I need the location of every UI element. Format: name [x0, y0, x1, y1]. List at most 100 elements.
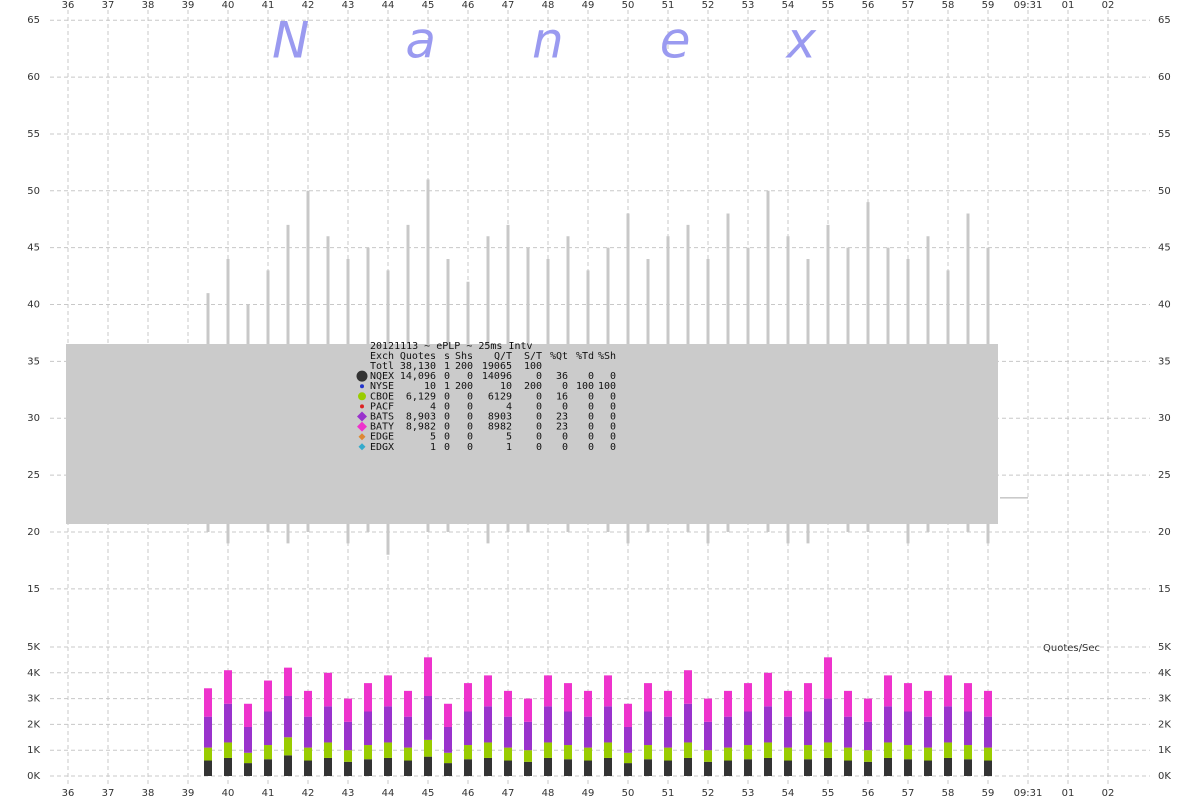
bar-segment [424, 696, 432, 740]
legend-cell: 0 [610, 401, 616, 412]
bar-segment [444, 703, 452, 727]
y-tick-label: 45 [27, 243, 40, 254]
bar-segment [524, 761, 532, 776]
bar-segment [364, 745, 372, 760]
bar-segment [844, 760, 852, 776]
watermark: Nanex [272, 12, 912, 70]
legend-cell: BATS [370, 412, 394, 423]
bar-segment [924, 747, 932, 761]
y-tick-label: 1K [27, 745, 40, 756]
bar-segment [224, 742, 232, 758]
legend-cell: 0 [536, 442, 542, 453]
y-tick-label-right: 50 [1158, 186, 1171, 197]
bar-segment [984, 690, 992, 717]
bar-segment [884, 675, 892, 707]
x-tick-label: 43 [342, 788, 355, 799]
legend-cell: 100 [598, 381, 616, 392]
bar-segment [824, 757, 832, 776]
bar-segment [284, 667, 292, 697]
y-tick-label: 3K [27, 694, 40, 705]
bar-segment [664, 716, 672, 748]
bar-segment [204, 747, 212, 761]
bar-segment [324, 706, 332, 743]
legend-cell: 0 [610, 432, 616, 443]
bar-segment [224, 670, 232, 704]
x-tick-label: 54 [782, 0, 795, 11]
bar-segment [644, 683, 652, 712]
legend-cell: 100 [524, 361, 542, 372]
bar-segment [704, 698, 712, 722]
legend-cell: 0 [588, 401, 594, 412]
legend-cell: 0 [610, 412, 616, 423]
legend-column-header: %Qt [550, 351, 568, 362]
bar-segment [844, 690, 852, 717]
bar-segment [664, 760, 672, 776]
x-tick-label: 41 [262, 788, 275, 799]
bar-segment [204, 688, 212, 717]
x-tick-label: 56 [862, 788, 875, 799]
bar-segment [284, 755, 292, 776]
y-tick-label-right: 2K [1158, 719, 1171, 730]
x-tick-label: 36 [62, 0, 75, 11]
x-tick-label: 42 [302, 788, 315, 799]
bar-segment [924, 716, 932, 748]
y-tick-label-right: 35 [1158, 356, 1171, 367]
bar-segment [784, 760, 792, 776]
bar-segment [384, 675, 392, 707]
legend-cell: EDGX [370, 442, 394, 453]
x-tick-label: 58 [942, 0, 955, 11]
legend-marker [360, 384, 364, 389]
bar-segment [784, 716, 792, 748]
bar-segment [964, 711, 972, 746]
bar-segment [584, 747, 592, 761]
bar-segment [864, 698, 872, 722]
bar-segment [604, 757, 612, 776]
bar-segment [664, 690, 672, 717]
bar-segment [504, 690, 512, 717]
legend-cell: 0 [444, 442, 450, 453]
bar-segment [984, 760, 992, 776]
x-tick-label: 42 [302, 0, 315, 11]
legend-cell: 14,096 [400, 371, 436, 382]
bar-segment [644, 711, 652, 746]
y-tick-label: 2K [27, 719, 40, 730]
x-tick-label: 45 [422, 788, 435, 799]
bar-segment [704, 721, 712, 751]
x-tick-label: 02 [1102, 0, 1115, 11]
legend-cell: 0 [588, 432, 594, 443]
legend-cell: 1 [444, 361, 450, 372]
bar-segment [804, 711, 812, 746]
x-tick-label: 59 [982, 0, 995, 11]
legend-column-header: s [444, 351, 450, 362]
bar-segment [924, 760, 932, 776]
legend-cell: 8,903 [406, 412, 436, 423]
bar-segment [824, 698, 832, 743]
bar-segment [464, 711, 472, 746]
x-tick-label: 48 [542, 788, 555, 799]
y-tick-label-right: 5K [1158, 642, 1171, 653]
bar-segment [704, 761, 712, 776]
x-tick-label: 40 [222, 788, 235, 799]
legend-marker [356, 370, 368, 382]
bar-segment [344, 721, 352, 751]
legend-cell: 16 [556, 391, 568, 402]
y-tick-label: 30 [27, 413, 40, 424]
bar-segment [284, 696, 292, 738]
bar-segment [244, 703, 252, 727]
y-tick-label: 55 [27, 129, 40, 140]
x-tick-label: 44 [382, 788, 395, 799]
bar-segment [584, 760, 592, 776]
x-tick-label: 38 [142, 0, 155, 11]
bar-segment [904, 683, 912, 712]
bar-segment [764, 742, 772, 758]
x-tick-label: 58 [942, 788, 955, 799]
bar-segment [544, 757, 552, 776]
bar-segment [464, 759, 472, 776]
bar-segment [784, 747, 792, 761]
bar-segment [624, 752, 632, 764]
legend-marker [358, 443, 366, 451]
y-tick-label: 40 [27, 300, 40, 311]
x-tick-label: 46 [462, 788, 475, 799]
x-tick-label: 52 [702, 788, 715, 799]
bar-segment [484, 706, 492, 743]
